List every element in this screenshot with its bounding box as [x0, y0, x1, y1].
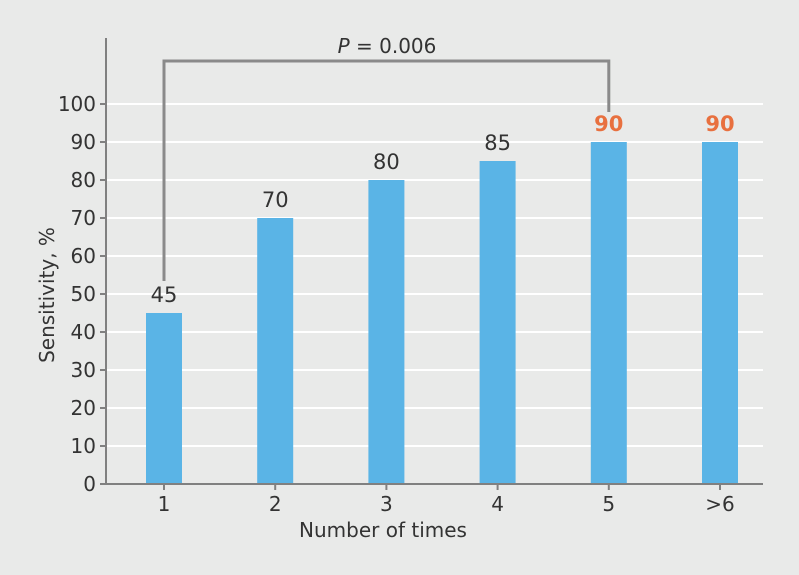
x-tick-labels: 1 2 3 4 5 >6 — [158, 492, 735, 516]
x-tick-label: 5 — [602, 492, 615, 516]
data-label: 90 — [594, 112, 623, 136]
bar — [257, 218, 294, 484]
x-tick-label: 2 — [269, 492, 282, 516]
data-label: 85 — [484, 131, 511, 155]
significance-bracket — [162, 59, 611, 281]
data-label: 45 — [151, 283, 178, 307]
x-axis-label: Number of times — [299, 518, 467, 542]
y-axis-label: Sensitivity, % — [35, 227, 59, 363]
bar — [702, 142, 738, 484]
p-value-annotation: P = 0.006 — [338, 34, 437, 58]
y-tick-label: 80 — [71, 168, 96, 192]
bar — [368, 180, 405, 484]
data-label: 90 — [705, 112, 734, 136]
p-value: = 0.006 — [350, 34, 437, 58]
y-tick-label: 10 — [71, 434, 96, 458]
data-label: 70 — [262, 188, 289, 212]
x-tick-label: >6 — [705, 492, 734, 516]
data-label: 80 — [373, 150, 400, 174]
bracket-line — [162, 59, 611, 281]
x-tick-label: 3 — [380, 492, 393, 516]
bar — [479, 161, 516, 484]
x-tick-label: 1 — [158, 492, 171, 516]
axes — [100, 38, 763, 490]
y-tick-label: 60 — [71, 244, 96, 268]
bar — [146, 313, 182, 484]
y-tick-label: 90 — [71, 130, 96, 154]
y-tick-label: 70 — [71, 206, 96, 230]
y-tick-label: 0 — [83, 472, 96, 496]
data-labels: 45 70 80 85 90 90 — [151, 112, 735, 307]
gridlines — [106, 103, 763, 447]
y-tick-label: 40 — [71, 320, 96, 344]
y-tick-label: 20 — [71, 396, 96, 420]
y-tick-label: 50 — [71, 282, 96, 306]
x-tick-label: 4 — [491, 492, 504, 516]
y-tick-label: 100 — [58, 92, 96, 116]
bar — [590, 142, 627, 484]
p-symbol: P — [338, 34, 351, 58]
y-tick-labels: 0 10 20 30 40 50 60 70 80 90 100 — [58, 92, 96, 496]
y-tick-label: 30 — [71, 358, 96, 382]
bars — [146, 142, 738, 484]
